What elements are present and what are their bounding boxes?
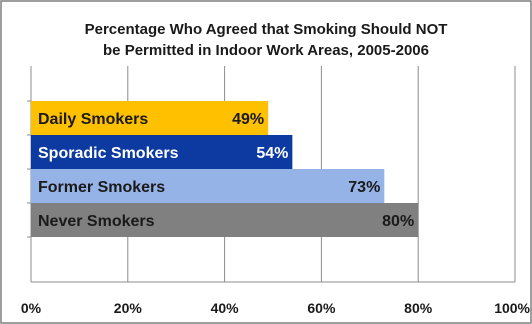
category-label: Never Smokers [38,213,155,230]
x-tick-label: 20% [114,300,143,316]
x-tick-label: 80% [404,300,433,316]
bar [31,203,419,237]
category-label: Sporadic Smokers [38,145,179,162]
bars: Daily Smokers 49% Sporadic Smokers 54% Forme… [31,101,419,237]
x-tick-label: 40% [211,300,240,316]
chart-title-line-2: be Permitted in Indoor Work Areas, 2005-… [103,42,429,59]
data-label: 54% [256,145,288,162]
chart-title-line-1: Percentage Who Agreed that Smoking Shoul… [85,21,448,38]
x-tick-label: 60% [307,300,336,316]
bar [31,135,293,169]
x-axis-ticks: 0% 20% 40% 60% 80% 100% [21,300,531,316]
data-label: 80% [382,213,414,230]
data-label: 49% [232,111,264,128]
x-tick-label: 100% [494,300,530,316]
x-tick-label: 0% [21,300,42,316]
category-label: Former Smokers [38,179,165,196]
data-label: 73% [348,179,380,196]
category-label: Daily Smokers [38,111,148,128]
bar [31,101,269,135]
bar [31,169,385,203]
